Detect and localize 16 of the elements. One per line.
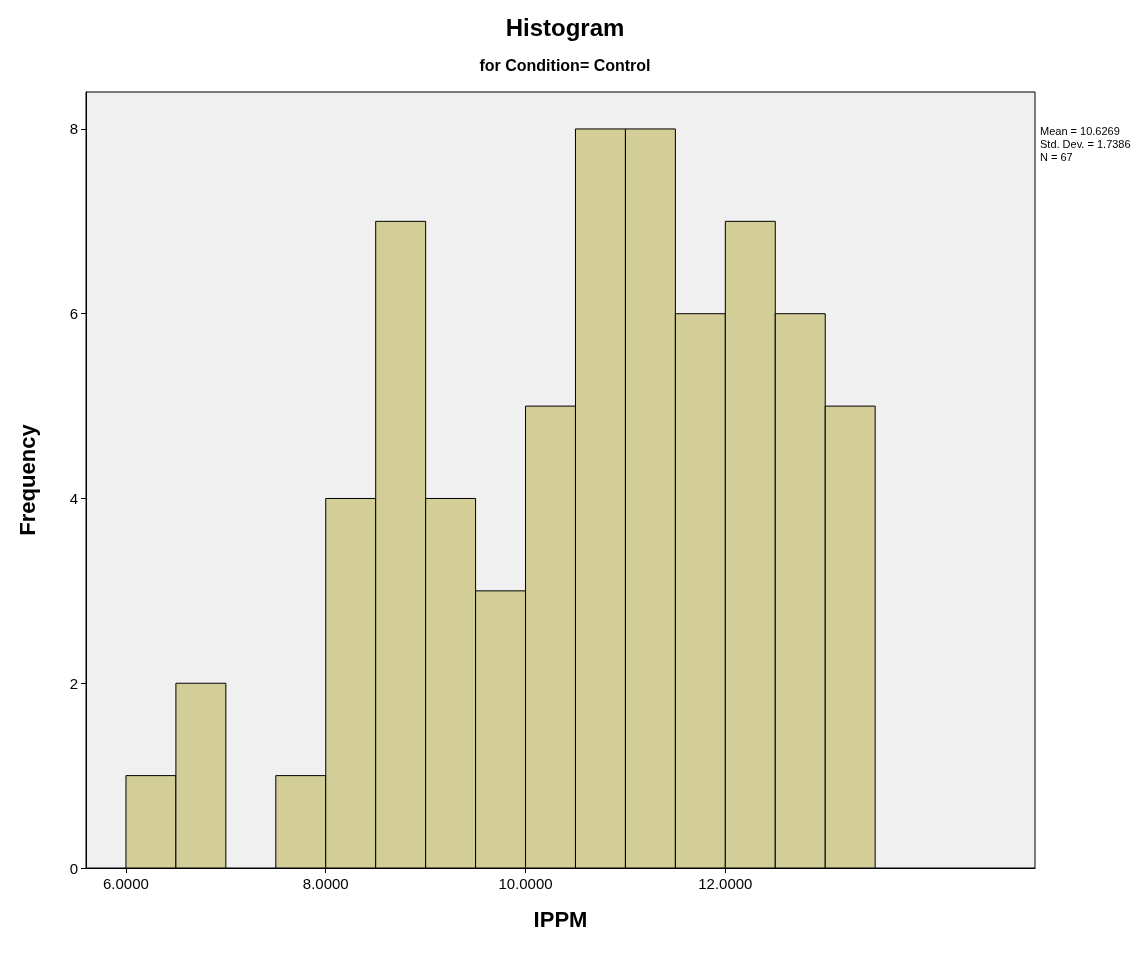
x-tick-label: 10.0000 (498, 875, 553, 892)
y-axis-title: Frequency (14, 423, 40, 536)
x-tick-label: 8.0000 (302, 875, 349, 892)
x-axis-title: IPPM (533, 906, 588, 932)
y-tick-label: 6 (69, 305, 78, 323)
chart-subtitle: for Condition= Control (479, 56, 651, 74)
y-tick-label: 2 (69, 674, 78, 692)
text: N = 67 (1040, 150, 1073, 163)
x-tick-label: 6.0000 (103, 875, 149, 892)
text: Std. Dev. = 1.7386 (1040, 137, 1131, 150)
y-tick-label: 8 (69, 120, 78, 138)
x-tick-label: 12.0000 (698, 875, 753, 892)
y-tick-label: 0 (69, 859, 78, 877)
text: Mean = 10.6269 (1040, 124, 1120, 137)
chart-title: Histogram (505, 13, 625, 41)
y-tick-label: 4 (69, 489, 78, 507)
